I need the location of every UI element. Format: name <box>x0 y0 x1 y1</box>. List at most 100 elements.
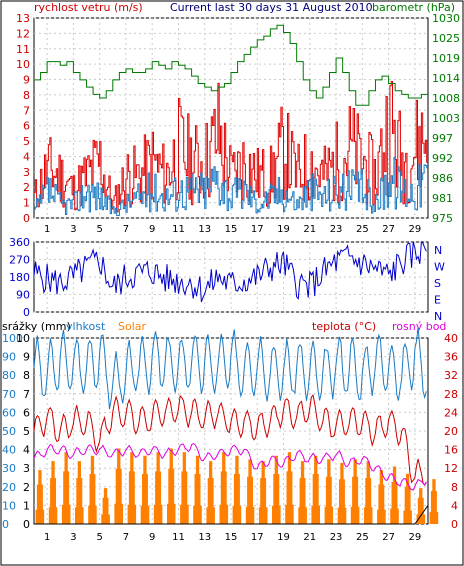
panel1-left-tick: 8 <box>23 89 30 102</box>
panel1-right-tick: 1014 <box>432 72 460 85</box>
panel2-right-tick: W <box>434 261 445 274</box>
panel1-left-tick: 1 <box>23 197 30 210</box>
panel1-x-tick: 27 <box>382 224 395 235</box>
panel3-left-tick-humidity: 50 <box>2 425 16 438</box>
panel3-right-tick: 36 <box>444 351 458 364</box>
panel2-right-tick: N <box>434 310 442 323</box>
series-dewpoint <box>33 443 427 491</box>
panel2-right-tick: E <box>434 294 441 307</box>
panel2-right-tick: N <box>434 244 442 257</box>
panel3-x-tick: 27 <box>382 532 395 543</box>
panel1-left-tick: 0 <box>23 212 30 225</box>
panel3-x-tick: 7 <box>123 532 129 543</box>
series-humidity <box>33 327 427 410</box>
panel3-dewpoint-label: rosný bod <box>392 320 446 333</box>
panel3-left-tick-humidity: 90 <box>2 351 16 364</box>
panel1-left-axis-label: rychlost vetru (m/s) <box>34 1 143 14</box>
panel3-right-tick: 40 <box>444 332 458 345</box>
panel3-x-tick: 19 <box>277 532 290 543</box>
panel3-x-tick: 23 <box>330 532 343 543</box>
panel1-right-tick: 1003 <box>432 112 460 125</box>
panel3-right-tick: 32 <box>444 369 458 382</box>
panel3-x-tick: 15 <box>225 532 238 543</box>
panel1-x-tick: 17 <box>251 224 264 235</box>
panel3-left-tick-humidity: 70 <box>2 388 16 401</box>
panel3-x-tick: 13 <box>198 532 211 543</box>
panel1-x-tick: 1 <box>44 224 50 235</box>
panel3-left-tick-rain: 9 <box>23 351 30 364</box>
panel2-left-tick: 270 <box>9 254 30 267</box>
panel1-right-tick: 1030 <box>432 12 460 25</box>
panel3-x-tick: 21 <box>303 532 316 543</box>
panel1-title: Current last 30 days 31 August 2010 <box>170 1 373 14</box>
panel1-right-tick: 975 <box>432 212 453 225</box>
panel3-solar-label: Solar <box>118 320 147 333</box>
panel2-left-tick: 360 <box>9 236 30 249</box>
panel1-x-tick: 3 <box>70 224 76 235</box>
panel1-left-tick: 2 <box>23 181 30 194</box>
panel1-x-tick: 25 <box>356 224 369 235</box>
panel1-x-tick: 13 <box>198 224 211 235</box>
panel1-x-tick: 23 <box>330 224 343 235</box>
panel1-x-tick: 19 <box>277 224 290 235</box>
panel3-left-tick-humidity: 10 <box>2 499 16 512</box>
panel3-right-tick: 8 <box>451 481 458 494</box>
panel3-left-tick-rain: 1 <box>23 499 30 512</box>
series-barometer <box>34 24 428 106</box>
panel3-x-tick: 25 <box>356 532 369 543</box>
panel3-rain-label: srážky (mm) <box>2 320 71 333</box>
panel1-left-tick: 7 <box>23 104 30 117</box>
panel1-right-tick: 1008 <box>432 92 460 105</box>
panel3-right-tick: 20 <box>444 425 458 438</box>
panel3-temp-label: teplota (°C) <box>312 320 376 333</box>
panel3-left-tick-rain: 0 <box>23 518 30 531</box>
panel3-left-tick-humidity: 80 <box>2 369 16 382</box>
panel1-x-tick: 7 <box>123 224 129 235</box>
panel3-left-tick-rain: 4 <box>23 444 30 457</box>
series-solar <box>35 448 439 524</box>
panel3-right-tick: 12 <box>444 462 458 475</box>
panel3-left-tick-rain: 5 <box>23 425 30 438</box>
panel3-x-tick: 9 <box>149 532 155 543</box>
panel1-x-tick: 9 <box>149 224 155 235</box>
panel3-left-tick-humidity: 40 <box>2 444 16 457</box>
panel1-right-axis-label: barometr (hPa) <box>372 1 455 14</box>
panel1-left-tick: 4 <box>23 150 30 163</box>
panel3-x-tick: 29 <box>408 532 421 543</box>
panel1-left-tick: 5 <box>23 135 30 148</box>
series-wind-direction <box>33 240 427 303</box>
panel3-left-tick-rain: 8 <box>23 369 30 382</box>
series-temperature <box>33 394 427 487</box>
panel1-left-tick: 6 <box>23 120 30 133</box>
panel1-left-tick: 12 <box>16 27 30 40</box>
panel1-x-tick: 15 <box>225 224 238 235</box>
panel1-x-tick: 29 <box>408 224 421 235</box>
panel1-x-tick: 5 <box>96 224 102 235</box>
panel3-left-tick-rain: 3 <box>23 462 30 475</box>
panel3-x-tick: 3 <box>70 532 76 543</box>
panel1-left-tick: 3 <box>23 166 30 179</box>
panel1-left-tick: 11 <box>16 43 30 56</box>
panel2-left-tick: 90 <box>16 289 30 302</box>
panel1-right-tick: 992 <box>432 152 453 165</box>
panel3-left-tick-humidity: 30 <box>2 462 16 475</box>
panel3-left-tick-rain: 7 <box>23 388 30 401</box>
panel1-left-tick: 10 <box>16 58 30 71</box>
panel3-left-tick-humidity: 20 <box>2 481 16 494</box>
panel1-right-tick: 1019 <box>432 52 460 65</box>
panel3-right-tick: 28 <box>444 388 458 401</box>
panel3-right-tick: 0 <box>451 518 458 531</box>
panel3-x-tick: 11 <box>172 532 185 543</box>
panel3-humidity-label: vlhkost <box>66 320 106 333</box>
panel3-right-tick: 4 <box>451 499 458 512</box>
panel3-x-tick: 1 <box>44 532 50 543</box>
panel1-x-tick: 21 <box>303 224 316 235</box>
panel1-left-tick: 9 <box>23 74 30 87</box>
panel3-left-tick-rain: 2 <box>23 481 30 494</box>
panel1-right-tick: 986 <box>432 172 453 185</box>
panel1-left-tick: 13 <box>16 12 30 25</box>
panel2-left-tick: 180 <box>9 271 30 284</box>
